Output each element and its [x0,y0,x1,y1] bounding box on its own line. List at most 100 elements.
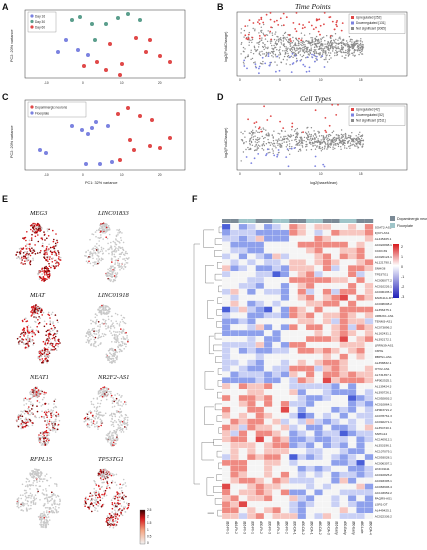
ma-point [319,146,321,148]
umap-cell [121,424,123,426]
umap-cell [87,341,90,343]
umap-cell [112,397,114,399]
ma-point [354,141,356,143]
umap-cell [93,345,95,347]
umap-cell [23,398,25,400]
panel-label-c: C [2,92,9,102]
umap-cell [122,316,125,319]
umap-cell [40,415,43,418]
heatmap-cell [280,336,290,343]
up-point [291,122,294,125]
heatmap-cell [364,377,374,384]
umap-cell [45,323,48,325]
umap-cell [46,414,49,417]
heatmap-cell [314,365,323,372]
pca-point [90,22,94,26]
ma-point [330,40,332,42]
umap-cell [32,501,35,504]
umap-cell [115,473,118,476]
heatmap-cell [364,235,374,242]
heatmap-cell [297,271,307,278]
umap-cell [116,355,118,357]
heatmap-cell [364,341,374,348]
heatmap-cell [314,306,323,313]
heatmap-cell [314,324,323,331]
heatmap-cell [272,418,281,425]
ma-point [313,52,316,55]
umap-cell [20,250,22,252]
umap-cell [124,342,126,345]
umap-cell [122,498,125,500]
umap-cell [94,316,97,319]
heatmap-cell [238,400,248,407]
ma-point [276,43,278,45]
umap-cell [21,332,23,334]
umap-cell [43,279,45,281]
heatmap-cell [297,336,307,343]
umap-cell [108,523,111,526]
heatmap-cell [305,241,315,248]
umap-cell [40,526,43,528]
heatmap-cell [347,347,357,354]
heatmap-cell [221,383,231,390]
ma-point [275,56,277,58]
umap-cell [97,237,99,239]
heatmap-cell [356,235,365,242]
umap-cell [33,497,35,500]
umap-cell [37,319,39,321]
heatmap-cell [339,235,349,242]
ma-point [295,53,297,55]
umap-cell [94,336,97,339]
ma-point [297,132,299,135]
umap-cell [40,521,42,524]
ma-point [348,36,351,38]
ma-point [353,51,355,54]
column-annotation [280,219,290,223]
ma-point [273,48,275,50]
umap-cell [37,391,40,393]
heatmap-cell [314,300,323,307]
ma-point [342,39,345,42]
ma-point [347,52,349,55]
ma-point [332,137,335,139]
umap-cell [52,428,55,430]
heatmap-cell [280,389,290,396]
up-point [328,124,331,127]
umap-cell [54,431,57,433]
heatmap-cell [272,383,281,390]
heatmap-cell [272,300,281,307]
umap-cell [47,311,50,314]
heatmap-cell [263,412,273,419]
umap-cell [47,342,49,344]
ma-point [337,145,340,148]
umap-cell [30,393,33,395]
umap-cell [96,421,98,423]
umap-cell [114,262,117,264]
umap-cell [27,338,29,340]
heatmap-cell [272,359,281,366]
heatmap-cell [297,395,307,402]
gene-title: MEG3 [30,210,48,217]
gene-title: LINC01918 [98,292,129,299]
umap-cell [107,318,110,321]
heatmap-cell [247,288,256,295]
dendrogram-branch [193,243,200,485]
ma-point [258,43,260,46]
heatmap-cell [230,383,239,390]
heatmap-cell [289,253,298,260]
umap-cell [91,503,93,505]
ma-point [335,137,337,139]
umap-cell [119,266,121,268]
gene-title: NEAT1 [30,374,49,381]
heatmap-cell [230,235,239,242]
heatmap-cell [322,288,332,295]
umap-cell [103,311,105,313]
heatmap-cell [314,400,323,407]
umap-cell [42,270,44,272]
ma-point [305,149,308,151]
ma-point [359,50,361,52]
heatmap-cell [255,247,265,254]
umap-cell [101,250,104,252]
ma-point [295,138,297,140]
